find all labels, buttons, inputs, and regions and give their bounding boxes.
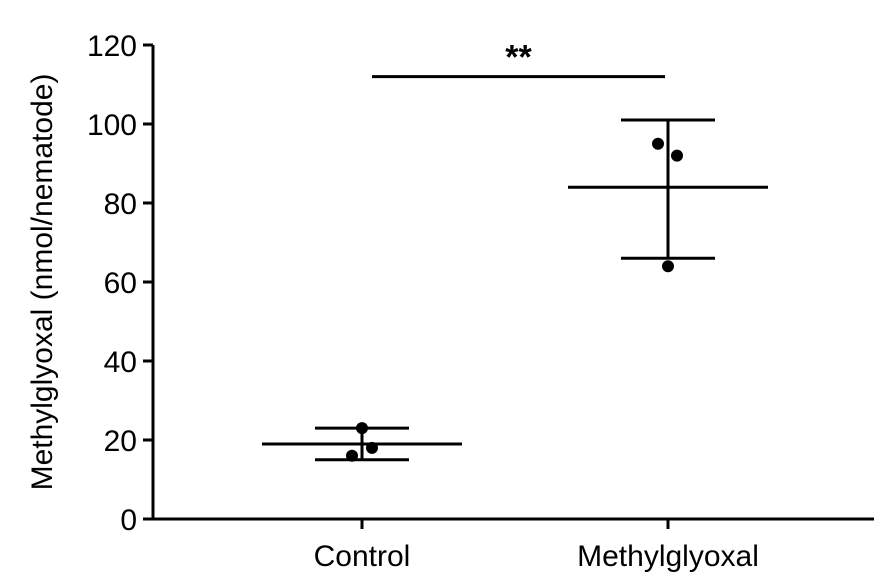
y-axis: 0 20 40 60 80 100 120 bbox=[87, 30, 155, 537]
group-control bbox=[262, 422, 462, 462]
y-tick-label: 0 bbox=[120, 504, 137, 537]
data-point bbox=[671, 149, 683, 162]
data-point bbox=[662, 260, 674, 273]
y-tick-label: 40 bbox=[104, 346, 137, 379]
x-axis: Control Methylglyoxal bbox=[153, 517, 874, 573]
data-point bbox=[346, 449, 358, 462]
y-tick-label: 80 bbox=[104, 188, 137, 221]
x-tick-label: Control bbox=[314, 540, 411, 573]
data-groups bbox=[262, 118, 768, 462]
x-tick-label: Methylglyoxal bbox=[577, 540, 759, 573]
data-point bbox=[652, 137, 664, 150]
y-tick-label: 20 bbox=[104, 425, 137, 458]
y-tick-label: 120 bbox=[87, 30, 137, 63]
group-methylglyoxal bbox=[568, 118, 768, 273]
significance-annotation: ** bbox=[372, 39, 665, 79]
data-point bbox=[356, 422, 368, 435]
significance-label: ** bbox=[505, 39, 532, 77]
data-point bbox=[366, 441, 378, 454]
y-axis-title: Methylglyoxal (nmol/nematode) bbox=[26, 74, 59, 491]
y-tick-label: 100 bbox=[87, 109, 137, 142]
y-tick-label: 60 bbox=[104, 267, 137, 300]
